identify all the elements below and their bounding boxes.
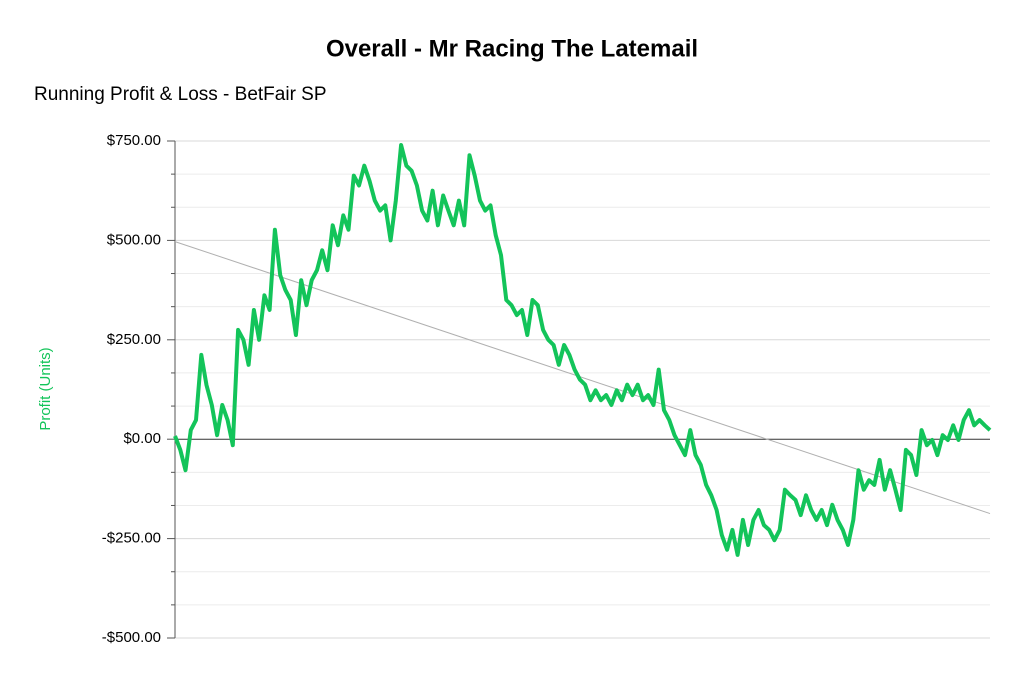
y-tick-label: -$250.00 xyxy=(102,530,161,547)
y-tick-label: $0.00 xyxy=(123,430,161,447)
y-tick-label: $750.00 xyxy=(107,132,161,149)
y-axis-label: Profit (Units) xyxy=(37,347,54,430)
chart-subtitle: Running Profit & Loss - BetFair SP xyxy=(34,84,327,105)
y-tick-label: $500.00 xyxy=(107,231,161,248)
y-tick-label: -$500.00 xyxy=(102,629,161,646)
line-series xyxy=(173,143,992,557)
y-tick-label: $250.00 xyxy=(107,331,161,348)
chart-title: Overall - Mr Racing The Latemail xyxy=(326,35,698,62)
